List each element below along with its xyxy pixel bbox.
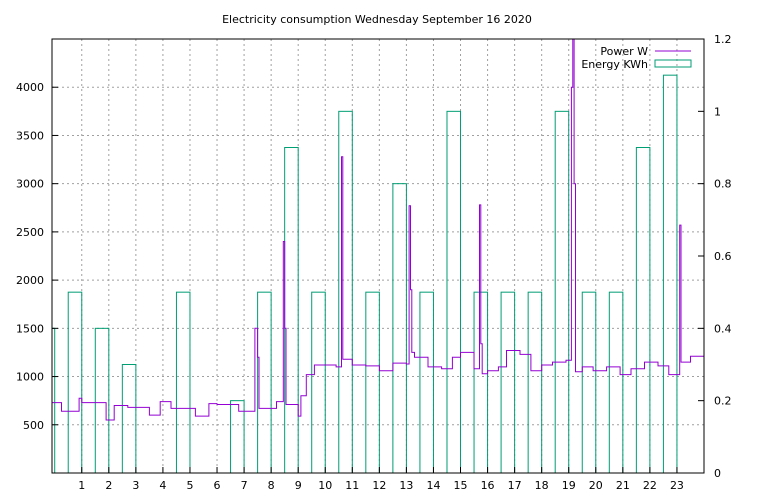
x-tick-label: 16: [481, 479, 495, 492]
energy-bars: [51, 74, 678, 474]
y-tick-label: 1000: [16, 371, 44, 384]
energy-bar: [257, 291, 272, 474]
x-tick-label: 1: [78, 479, 85, 492]
energy-bar: [311, 291, 326, 474]
x-tick-label: 6: [214, 479, 221, 492]
y-tick-label: 3000: [16, 178, 44, 191]
y-tick-label: 2500: [16, 226, 44, 239]
energy-bar: [121, 364, 137, 474]
chart-title: Electricity consumption Wednesday Septem…: [222, 13, 532, 26]
x-tick-label: 23: [670, 479, 684, 492]
x-tick-label: 5: [186, 479, 193, 492]
x-tick-label: 20: [589, 479, 603, 492]
axis-ticks: 500 1000 1500 2000 2500 3000 3500 4000 0 0.2 0.4 0.…: [16, 33, 732, 492]
energy-bar: [419, 291, 434, 474]
energy-bar: [392, 183, 407, 474]
energy-bar: [284, 147, 299, 474]
y-tick-label: 3500: [16, 129, 44, 142]
legend-swatch-energy: [654, 59, 692, 68]
energy-bar: [581, 291, 597, 474]
x-tick-label: 2: [105, 479, 112, 492]
y-tick-label: 4000: [16, 81, 44, 94]
y2-tick-label: 1: [714, 105, 721, 118]
x-tick-label: 8: [268, 479, 275, 492]
energy-bar: [446, 110, 462, 474]
x-tick-label: 9: [295, 479, 302, 492]
y2-tick-label: 0.4: [714, 322, 732, 335]
power-series-line: [52, 38, 704, 421]
energy-bar: [527, 291, 543, 474]
energy-bar: [554, 110, 570, 474]
x-tick-label: 11: [345, 479, 359, 492]
y-tick-label: 500: [23, 419, 44, 432]
x-tick-label: 17: [508, 479, 522, 492]
x-tick-label: 12: [372, 479, 386, 492]
x-tick-label: 3: [132, 479, 139, 492]
x-tick-label: 18: [535, 479, 549, 492]
energy-bar: [608, 291, 624, 474]
x-tick-label: 14: [426, 479, 440, 492]
energy-bar: [500, 291, 516, 474]
y2-tick-label: 0.2: [714, 395, 732, 408]
x-tick-label: 19: [562, 479, 576, 492]
energy-bar: [365, 291, 380, 474]
energy-bar: [662, 74, 678, 474]
x-tick-label: 22: [643, 479, 657, 492]
power-line: [52, 38, 704, 421]
y2-tick-label: 0.8: [714, 178, 732, 191]
energy-bar: [94, 327, 110, 474]
x-tick-label: 13: [399, 479, 413, 492]
legend-label-power: Power W: [600, 45, 648, 58]
x-tick-label: 10: [318, 479, 332, 492]
y2-tick-label: 0: [714, 467, 721, 480]
y-tick-label: 2000: [16, 274, 44, 287]
energy-bar: [175, 291, 191, 474]
energy-bar: [635, 147, 651, 474]
x-tick-label: 7: [241, 479, 248, 492]
energy-bar: [338, 110, 353, 474]
x-tick-label: 15: [454, 479, 468, 492]
energy-bar: [67, 291, 83, 474]
y2-tick-label: 1.2: [714, 33, 732, 46]
x-tick-label: 21: [616, 479, 630, 492]
x-tick-label: 4: [159, 479, 166, 492]
y-tick-label: 1500: [16, 322, 44, 335]
legend-label-energy: Energy KWh: [581, 58, 648, 71]
y2-tick-label: 0.6: [714, 250, 732, 263]
legend: Power W Energy KWh: [581, 45, 692, 71]
